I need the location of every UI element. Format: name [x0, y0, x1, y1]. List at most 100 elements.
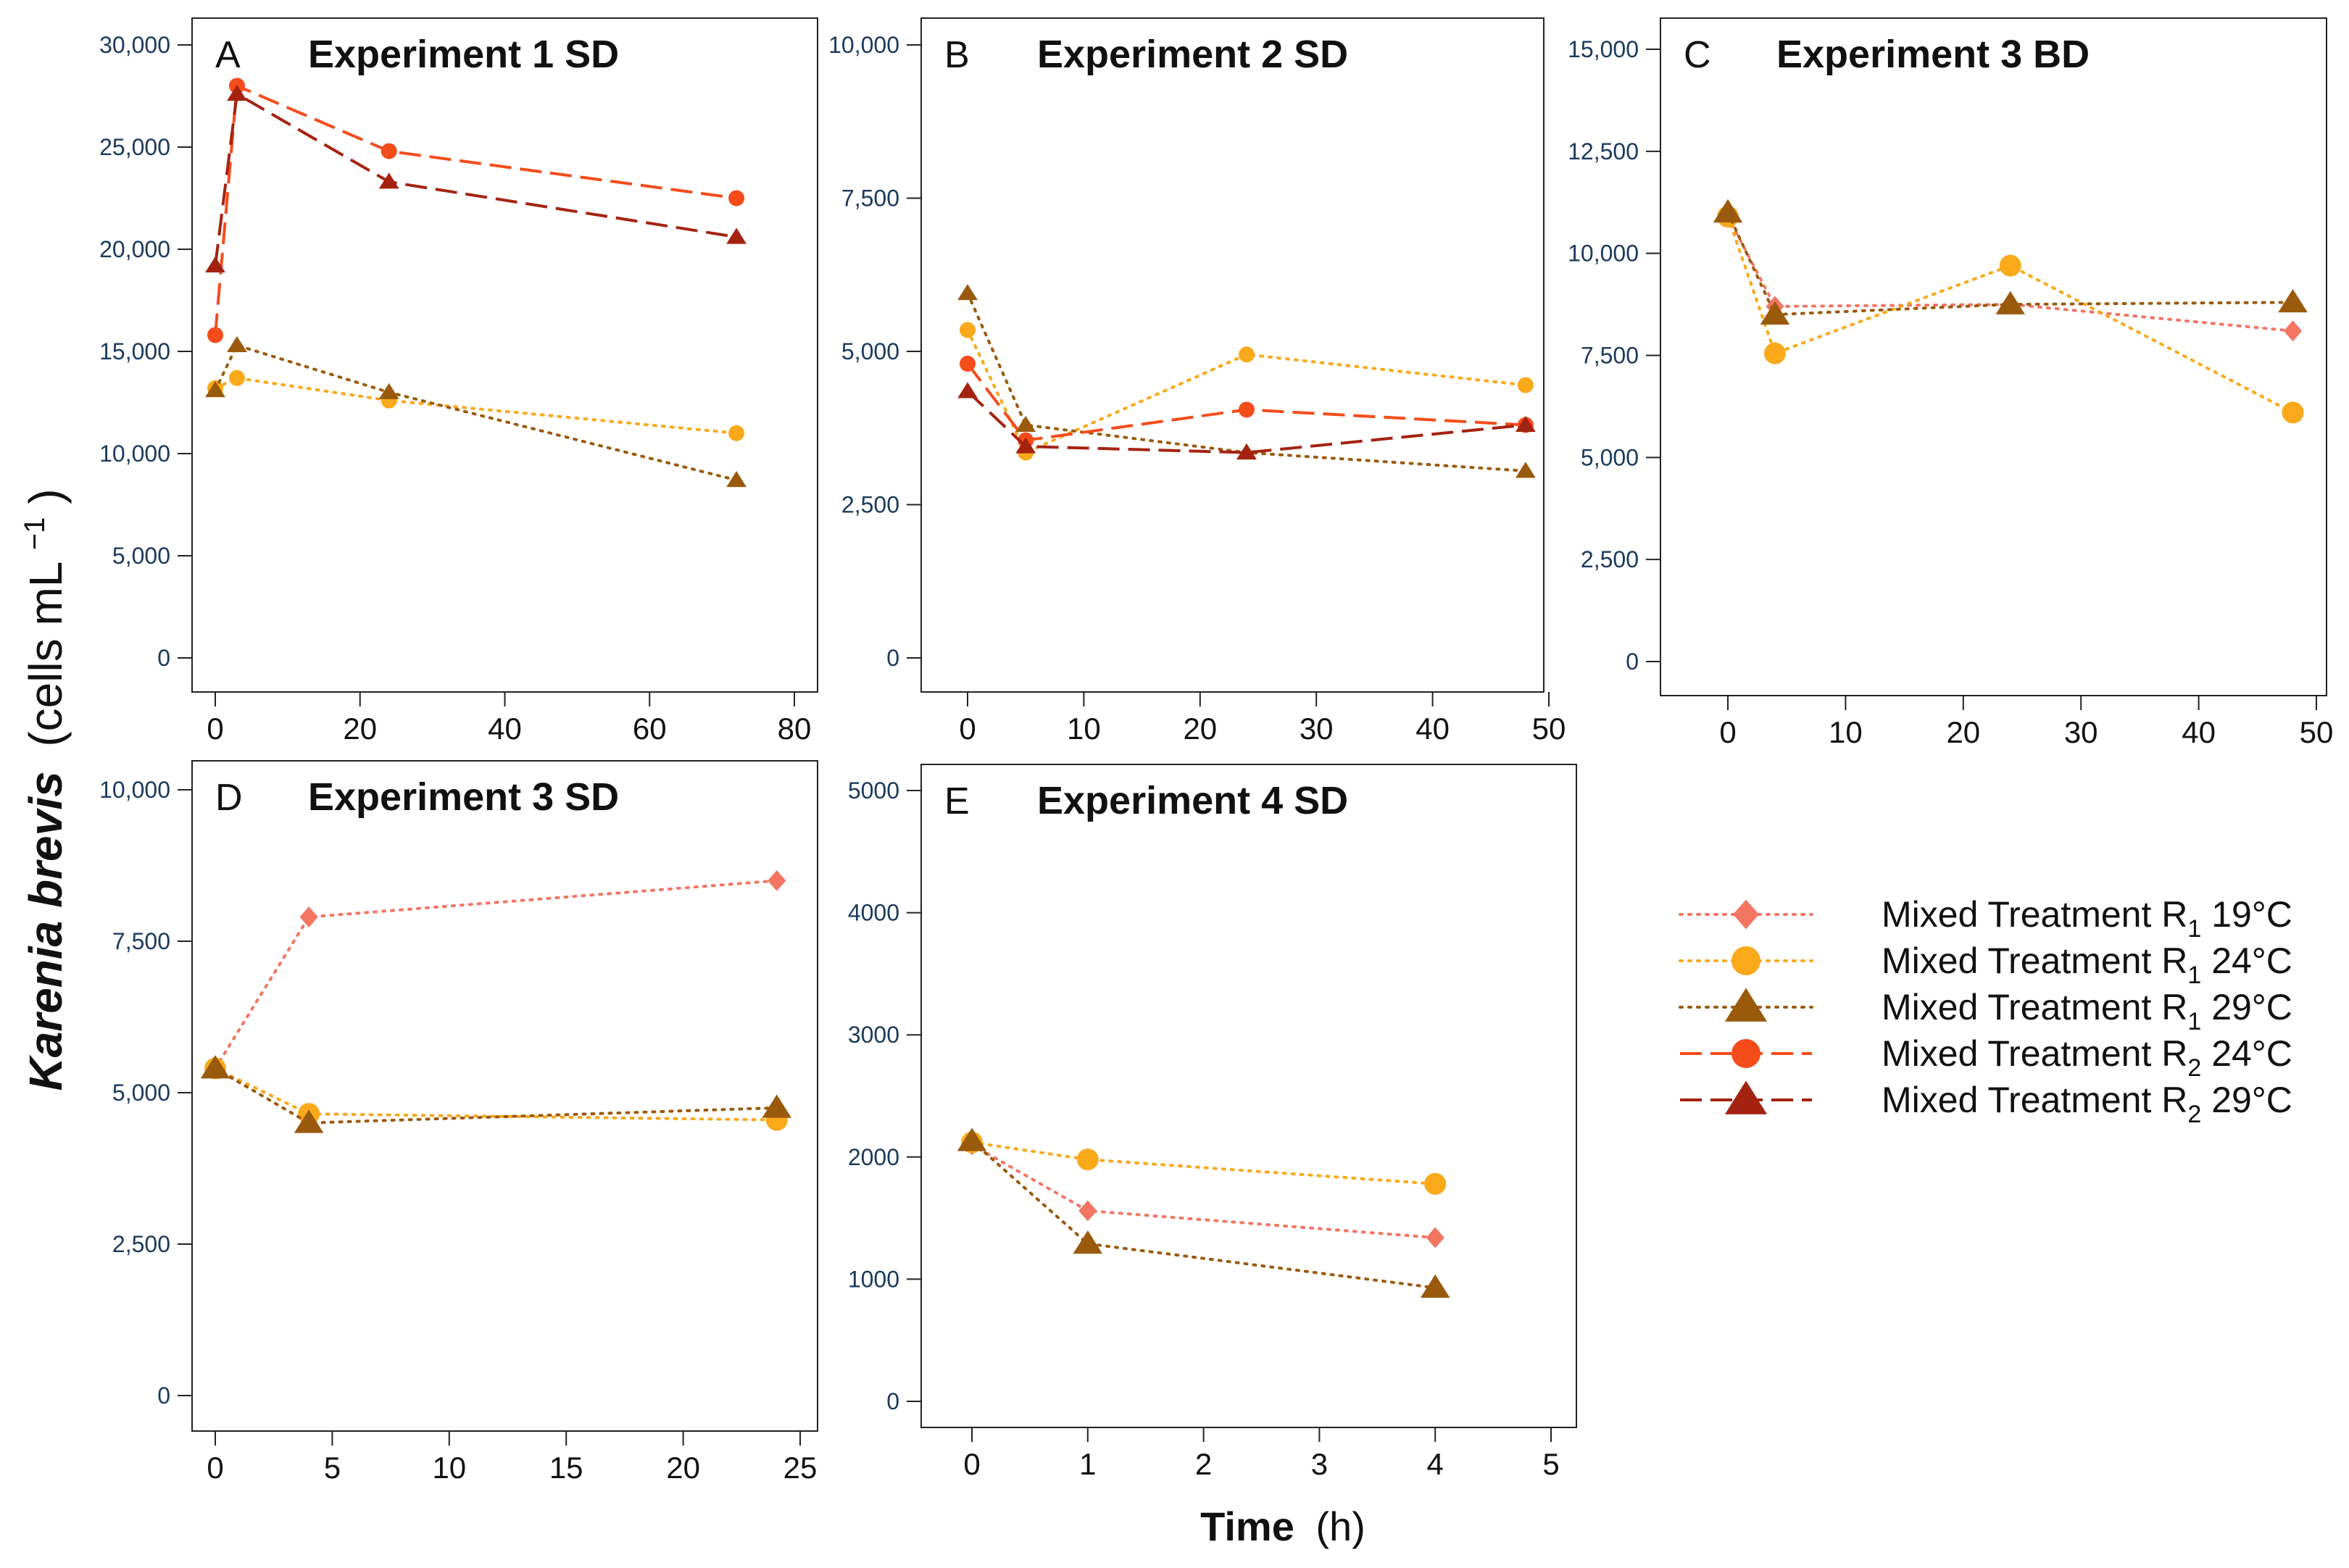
panel-e-ytick-label: 1000: [848, 1266, 899, 1292]
panel-c-xtick-label: 0: [1719, 715, 1736, 749]
panel-e-xtick-label: 3: [1311, 1447, 1328, 1481]
panel-a-data-point: [207, 327, 223, 343]
panel-e-series-line: [970, 1139, 1437, 1290]
panel-d-ytick-label: 0: [157, 1383, 170, 1409]
legend-label: Mixed Treatment R1 29°C: [1882, 987, 2292, 1035]
panel-d-data-point: [299, 906, 318, 927]
panel-a-data-point: [728, 190, 745, 207]
panel-b-xtick-label: 40: [1415, 712, 1450, 746]
panel-a-xtick-label: 40: [488, 712, 522, 746]
panel-c-xtick-label: 30: [2064, 715, 2098, 749]
panel-a-data-point: [205, 256, 225, 273]
panel-a-title: Experiment 1 SD: [308, 33, 619, 76]
panel-b-series-r2-24: [960, 355, 1534, 449]
panel-b-data-point: [957, 382, 978, 399]
panel-d-xtick-label: 20: [666, 1451, 700, 1485]
panel-d-series-r1-19: [206, 870, 786, 1079]
panel-a-series-line: [214, 376, 739, 435]
panel-a-data-point: [726, 471, 747, 488]
panel-e-ytick-label: 5000: [848, 777, 899, 804]
panel-a-ytick-label: 15,000: [99, 338, 170, 364]
legend-label: Mixed Treatment R2 29°C: [1882, 1080, 2292, 1128]
panel-d-data-point: [768, 870, 786, 891]
legend-item: Mixed Treatment R2 29°C: [1680, 1080, 2292, 1128]
panel-d-xtick-label: 0: [207, 1451, 223, 1485]
panel-a-xtick-label: 60: [633, 712, 667, 746]
panel-b-letter: B: [944, 34, 970, 76]
panel-d-series-r1-29: [200, 1055, 791, 1133]
panel-c-frame: [1660, 17, 2327, 696]
legend-marker: [1724, 988, 1768, 1022]
panel-e-frame: [920, 764, 1577, 1428]
panel-c-xtick-label: 40: [2182, 715, 2216, 749]
legend-label: Mixed Treatment R1 24°C: [1882, 941, 2292, 989]
panel-d-series-line: [214, 879, 778, 1070]
panel-d-series-line: [214, 1067, 778, 1125]
panel-c-ytick-label: 12,500: [1568, 138, 1639, 164]
panel-b-xtick-label: 0: [959, 712, 976, 746]
panel-e-data-point: [1420, 1274, 1450, 1298]
panel-d-ytick-label: 2,500: [112, 1231, 170, 1257]
panel-a-data-point: [726, 228, 747, 244]
panel-e-xtick-label: 4: [1427, 1447, 1444, 1481]
panel-d-title: Experiment 3 SD: [308, 775, 619, 819]
panel-a-frame: [191, 17, 818, 693]
panel-a-data-point: [228, 370, 245, 386]
panel-c-ytick-label: 15,000: [1568, 36, 1639, 62]
panel-b-series-r1-24: [960, 322, 1534, 461]
panel-e-xtick-label: 1: [1079, 1447, 1096, 1481]
panel-b-ytick-label: 7,500: [841, 185, 899, 212]
panel-e-letter: E: [944, 780, 970, 822]
panel-d: 0 2,500 5,000 7,500 10,000 0 5 10 15 20 25 D Experim…: [99, 760, 818, 1485]
panel-d-xtick-label: 5: [324, 1451, 341, 1485]
panel-c-data-point: [1713, 199, 1743, 223]
panel-e-ytick-label: 0: [886, 1388, 899, 1414]
panel-a-xtick-label: 20: [343, 712, 377, 746]
panel-d-data-point: [294, 1109, 324, 1133]
panel-a-series-line: [214, 91, 737, 266]
panel-e-series-r1-24: [961, 1131, 1447, 1195]
panel-a-data-point: [381, 143, 397, 159]
panel-d-ytick-label: 5,000: [112, 1080, 170, 1106]
panel-a-data-point: [378, 383, 399, 399]
panel-e-xtick-label: 5: [1542, 1447, 1559, 1481]
panel-b-title: Experiment 2 SD: [1037, 33, 1348, 76]
y-axis-label-exponent: −1: [19, 517, 51, 551]
panel-d-letter: D: [215, 777, 243, 819]
panel-e-series-line: [970, 1140, 1437, 1185]
y-axis-label-close: ): [20, 488, 72, 504]
panel-b-data-point: [1516, 462, 1536, 478]
panel-c-xtick-label: 10: [1829, 715, 1863, 749]
panel-d-series-r1-24: [204, 1057, 788, 1131]
legend-item: Mixed Treatment R1 24°C: [1679, 941, 2292, 989]
panel-a: 0 5,000 10,000 15,000 20,000 25,000 30,000 0 20 4…: [99, 17, 818, 746]
panel-c-data-point: [1760, 301, 1790, 325]
panel-e-ytick-label: 2000: [848, 1144, 899, 1170]
panel-a-ytick-label: 30,000: [99, 32, 170, 58]
panel-e-data-point: [957, 1127, 987, 1151]
panel-a-ytick-label: 0: [157, 645, 170, 671]
panel-b-ytick-label: 10,000: [828, 32, 899, 58]
legend-marker: [1731, 1039, 1760, 1068]
panel-b-xtick-label: 50: [1532, 712, 1566, 746]
panel-b-data-point: [1517, 377, 1534, 393]
panel-a-xtick-label: 80: [778, 712, 812, 746]
panel-b-data-point: [1238, 401, 1255, 418]
panel-a-ytick-label: 10,000: [99, 441, 170, 467]
legend-label: Mixed Treatment R1 19°C: [1882, 894, 2292, 943]
panel-c-xtick-label: 20: [1946, 715, 1980, 749]
panel-c-title: Experiment 3 BD: [1776, 33, 2090, 76]
panel-c-ytick-label: 0: [1626, 649, 1639, 675]
y-axis-label-species: Karenia brevis: [20, 771, 72, 1090]
panel-b-ytick-label: 0: [886, 645, 899, 671]
panel-d-xtick-label: 15: [549, 1451, 583, 1485]
panel-c: 0 2,500 5,000 7,500 10,000 12,500 15,000 0 10 20 3…: [1568, 17, 2333, 749]
panel-a-data-point: [378, 172, 399, 189]
panel-a-ytick-label: 5,000: [112, 543, 170, 569]
panel-a-data-point: [728, 425, 745, 441]
panel-b-data-point: [957, 283, 978, 301]
panel-a-data-point: [205, 380, 225, 398]
panel-e-data-point: [1426, 1227, 1444, 1248]
panel-e-ytick-label: 3000: [848, 1022, 899, 1048]
